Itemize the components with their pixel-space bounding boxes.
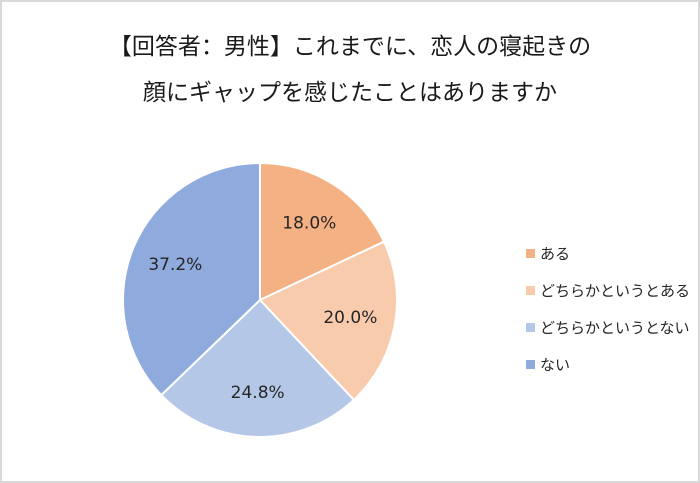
legend-item-somewhat-nai: どちらかというとない — [526, 309, 690, 346]
legend-swatch — [526, 323, 535, 332]
legend-item-nai: ない — [526, 346, 690, 383]
legend-item-aru: ある — [526, 235, 690, 272]
legend-label: どちらかというとない — [540, 319, 690, 337]
pie-slice — [258, 240, 398, 402]
data-label: 24.8% — [231, 383, 285, 403]
legend-label: ある — [540, 245, 571, 263]
pie-slice — [159, 298, 356, 438]
legend: ある どちらかというとある どちらかというとない ない — [526, 235, 690, 383]
legend-label: どちらかというとある — [540, 282, 691, 300]
legend-swatch — [526, 286, 535, 295]
legend-swatch — [526, 249, 535, 258]
data-label: 37.2% — [148, 255, 202, 275]
chart-title-line-2: 顔にギャップを感じたことはありますか — [143, 80, 557, 106]
pie-slice — [122, 161, 261, 397]
pie-slice — [259, 161, 386, 302]
legend-label: ない — [540, 356, 571, 374]
chart-title-line-1: 【回答者：男性】これまでに、恋人の寝起きの — [108, 34, 592, 60]
pie-slices — [122, 161, 398, 438]
pie-data-labels: 18.0% 20.0% 24.8% 37.2% — [148, 213, 377, 403]
data-label: 20.0% — [323, 308, 377, 328]
data-label: 18.0% — [282, 213, 336, 233]
legend-item-somewhat-aru: どちらかというとある — [526, 272, 690, 309]
legend-swatch — [526, 360, 535, 369]
chart-title: 【回答者：男性】これまでに、恋人の寝起きの 顔にギャップを感じたことはありますか — [2, 24, 698, 116]
